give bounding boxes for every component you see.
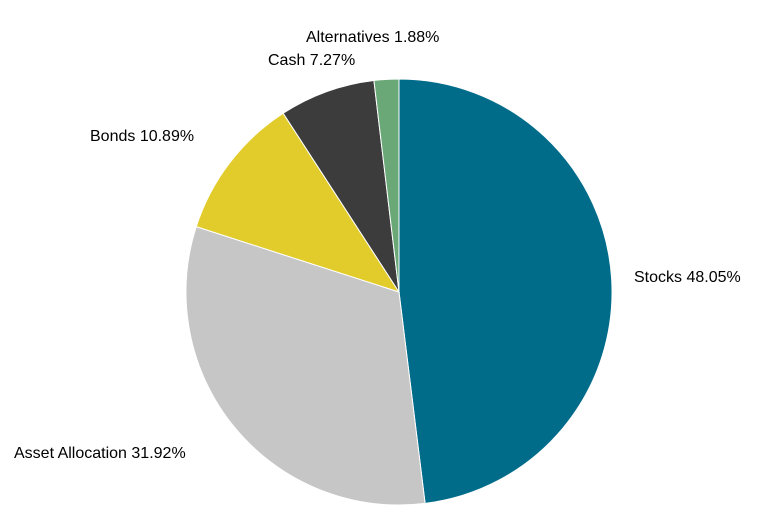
pie-label-stocks: Stocks 48.05% [634,269,741,286]
pie-slice-alternatives [373,78,400,293]
pie-slice-bonds [195,112,401,293]
pie-slice-stocks [398,78,613,504]
pie-slice-asset-allocation [185,226,426,506]
pie-labels: Stocks 48.05% Asset Allocation 31.92% Bond… [14,29,741,462]
pie-label-alternatives: Alternatives 1.88% [306,29,439,46]
pie-slices [185,78,613,506]
pie-label-cash: Cash 7.27% [268,52,355,69]
pie-label-asset-allocation: Asset Allocation 31.92% [14,445,186,462]
pie-label-bonds: Bonds 10.89% [90,128,194,145]
